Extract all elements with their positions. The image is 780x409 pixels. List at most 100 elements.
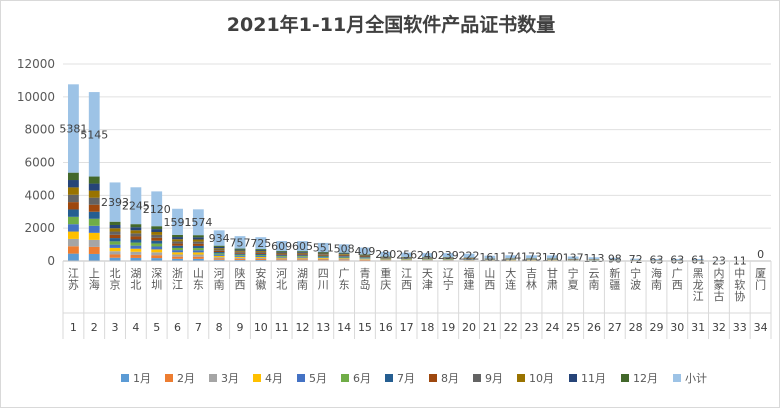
bar-segment [130, 233, 141, 236]
bar-segment [193, 252, 204, 254]
bar-segment [318, 256, 329, 257]
data-label: 63 [649, 253, 663, 266]
x-index-label: 31 [691, 321, 705, 334]
x-tick-label: 山东 [193, 267, 204, 292]
legend-label: 4月 [265, 372, 283, 385]
bar-segment [110, 254, 121, 257]
legend-label: 11月 [581, 372, 606, 385]
bar-segment [89, 240, 100, 247]
data-label: 280 [375, 248, 396, 261]
bar-segment [297, 257, 308, 258]
data-label: 2120 [143, 203, 171, 216]
legend-swatch [517, 374, 525, 382]
legend-item: 8月 [429, 372, 459, 385]
y-tick-label: 0 [47, 254, 55, 268]
bar-segment [68, 202, 79, 209]
x-tick-label: 中软协 [734, 267, 745, 303]
bar-segment [151, 246, 162, 249]
x-index-label: 22 [504, 321, 518, 334]
x-tick-label: 深圳 [151, 267, 162, 292]
bar-segment [68, 246, 79, 253]
bar-segment [151, 244, 162, 247]
x-index-label: 13 [316, 321, 330, 334]
bar-segment [130, 252, 141, 255]
bar-segment [214, 248, 225, 249]
bar-segment [193, 257, 204, 259]
data-label: 1574 [184, 216, 212, 229]
bar-segment [110, 222, 121, 225]
bar-segment [255, 256, 266, 257]
bar-segment [110, 248, 121, 251]
data-label: 113 [584, 252, 605, 265]
bar-segment [130, 255, 141, 258]
bar-segment [318, 259, 329, 260]
bar-segment [151, 235, 162, 238]
data-label: 170 [542, 251, 563, 264]
bar-segment [318, 256, 329, 257]
bar-segment [276, 257, 287, 258]
bar-segment [214, 258, 225, 259]
bar-segment [276, 259, 287, 260]
bar-segment [89, 247, 100, 254]
x-index-label: 10 [254, 321, 268, 334]
x-tick-label: 四川 [318, 267, 329, 292]
bar-segment [255, 259, 266, 260]
x-index-label: 2 [91, 321, 98, 334]
bar-segment [172, 246, 183, 248]
legend-label: 9月 [485, 372, 503, 385]
legend-item: 5月 [297, 372, 327, 385]
x-index-label: 5 [153, 321, 160, 334]
gridlines [63, 64, 771, 261]
bar-segment [193, 250, 204, 252]
data-label: 240 [417, 249, 438, 262]
bar-stack [110, 182, 121, 261]
x-tick-label: 大连 [505, 266, 516, 292]
x-tick-label: 湖北 [130, 267, 141, 292]
bar-segment [172, 239, 183, 241]
x-tick-label: 广东 [339, 267, 350, 292]
x-index-label: 15 [358, 321, 372, 334]
legend-label: 2月 [177, 372, 195, 385]
x-tick-label: 河北 [276, 267, 287, 292]
x-index-label: 9 [237, 321, 244, 334]
legend-item: 12月 [621, 372, 658, 385]
x-index-label: 16 [379, 321, 393, 334]
bar-segment [68, 224, 79, 231]
x-tick-label: 北京 [110, 267, 121, 292]
bar-segment [255, 250, 266, 251]
x-index-label: 18 [420, 321, 434, 334]
bar-segment [360, 258, 371, 259]
bar-segment [235, 258, 246, 259]
legend-swatch [569, 374, 577, 382]
bar-segment [339, 257, 350, 258]
bar-segment [172, 252, 183, 254]
legend-swatch [673, 374, 681, 382]
legend-label: 1月 [133, 372, 151, 385]
data-label: 725 [250, 237, 271, 250]
bar-segment [235, 250, 246, 251]
bar-segment [110, 228, 121, 231]
x-index-label: 12 [295, 321, 309, 334]
bar-segment [297, 254, 308, 255]
legend-swatch [209, 374, 217, 382]
bar-segment [151, 238, 162, 241]
bar-segment [193, 244, 204, 246]
x-tick-label: 吉林 [526, 267, 537, 292]
legend-label: 10月 [529, 372, 554, 385]
legend-label: 12月 [633, 372, 658, 385]
bar-segment [151, 241, 162, 244]
x-tick-label: 厦门 [755, 267, 766, 292]
x-tick-label: 河南 [214, 267, 225, 292]
bar-segment [193, 246, 204, 248]
bar-segment [89, 254, 100, 261]
bars [68, 84, 745, 261]
bar-segment [255, 251, 266, 252]
bar-segment [193, 237, 204, 239]
bar-segment [214, 250, 225, 251]
legend-item: 2月 [165, 372, 195, 385]
y-tick-label: 12000 [17, 57, 55, 71]
data-label: 508 [334, 242, 355, 255]
bar-segment [172, 235, 183, 237]
y-tick-label: 4000 [24, 188, 55, 202]
